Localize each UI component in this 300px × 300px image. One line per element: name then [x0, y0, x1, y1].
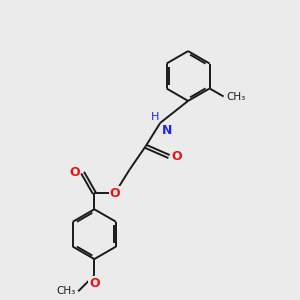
Text: O: O	[89, 277, 100, 290]
Text: O: O	[171, 150, 182, 163]
Text: H: H	[150, 112, 159, 122]
Text: O: O	[70, 166, 80, 179]
Text: N: N	[162, 124, 172, 137]
Text: O: O	[110, 187, 120, 200]
Text: CH₃: CH₃	[57, 286, 76, 296]
Text: CH₃: CH₃	[226, 92, 245, 101]
